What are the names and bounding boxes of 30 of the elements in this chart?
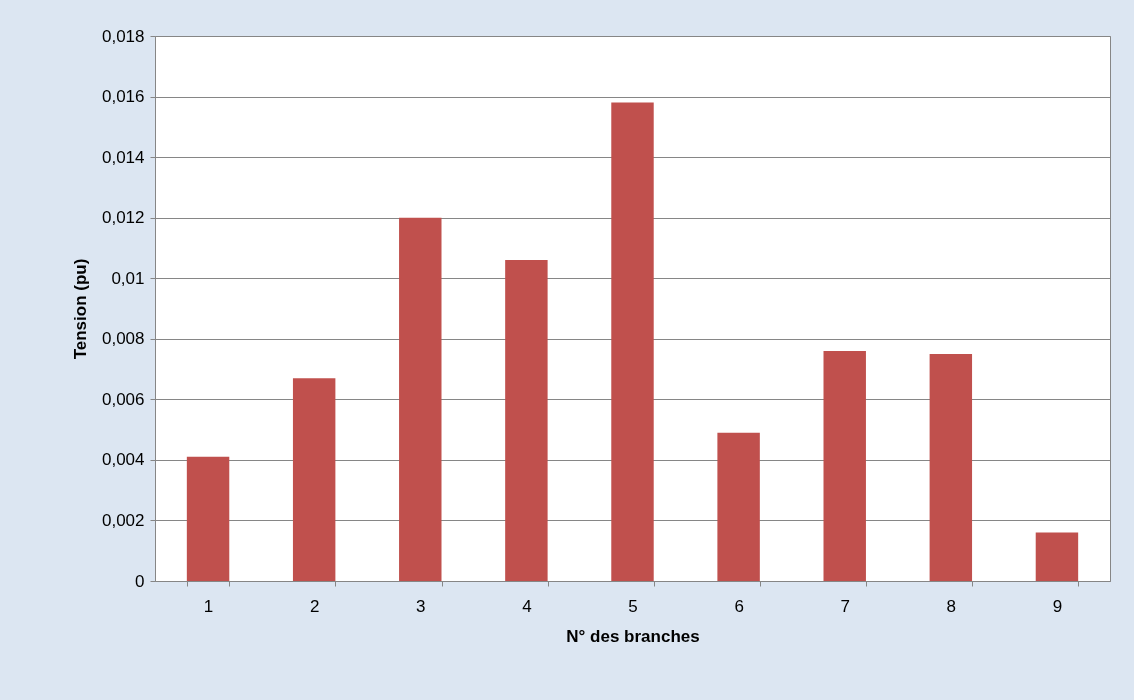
bar	[1035, 532, 1079, 581]
bar	[399, 217, 442, 581]
y-tick-label: 0,01	[111, 268, 145, 288]
x-tick-label: 9	[1052, 596, 1063, 616]
x-tick-label: 1	[203, 596, 214, 616]
y-tick-label: 0,006	[101, 389, 145, 409]
x-tick-label: 4	[522, 596, 532, 616]
y-tick-label: 0,014	[101, 147, 145, 167]
x-tick-label: 8	[946, 596, 957, 616]
bar	[505, 260, 548, 581]
x-tick-label: 5	[628, 596, 638, 616]
x-axis-title: N° des branches	[566, 626, 700, 646]
y-tick-label: 0,004	[101, 450, 145, 470]
x-tick-label: 6	[734, 596, 744, 616]
bar	[823, 350, 866, 581]
x-tick-label: 7	[840, 596, 850, 616]
y-axis-title: Tension (pu)	[70, 258, 90, 360]
x-tick-label: 3	[416, 596, 426, 616]
bar	[717, 432, 760, 581]
bar	[292, 378, 336, 581]
y-tick-label: 0,008	[101, 329, 145, 349]
bar	[611, 102, 654, 581]
y-tick-label: 0,012	[101, 208, 145, 228]
y-tick-label: 0,016	[101, 87, 145, 107]
bar	[186, 456, 230, 581]
y-tick-label: 0,002	[101, 510, 145, 530]
bar	[929, 353, 973, 581]
x-tick-label: 2	[309, 596, 320, 616]
y-tick-label: 0,018	[101, 26, 145, 46]
y-tick-label: 0	[135, 571, 145, 591]
